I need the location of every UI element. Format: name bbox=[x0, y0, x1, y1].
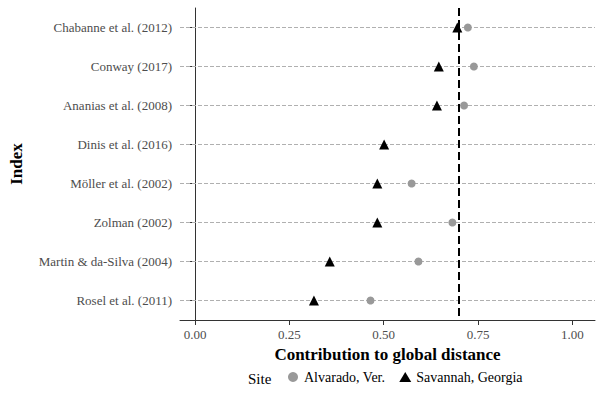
svg-text:Ananias et al. (2008): Ananias et al. (2008) bbox=[63, 98, 172, 113]
svg-text:0.75: 0.75 bbox=[467, 327, 490, 342]
svg-text:Alvarado, Ver.: Alvarado, Ver. bbox=[304, 370, 385, 385]
svg-text:Rosel et al. (2011): Rosel et al. (2011) bbox=[76, 293, 172, 308]
svg-text:Index: Index bbox=[7, 143, 26, 185]
svg-text:0.00: 0.00 bbox=[184, 327, 207, 342]
svg-text:Chabanne et al. (2012): Chabanne et al. (2012) bbox=[54, 20, 172, 35]
svg-text:Contribution to global distanc: Contribution to global distance bbox=[274, 345, 501, 364]
svg-text:1.00: 1.00 bbox=[561, 327, 584, 342]
svg-text:Conway (2017): Conway (2017) bbox=[91, 59, 172, 74]
svg-text:Martin & da-Silva (2004): Martin & da-Silva (2004) bbox=[39, 254, 172, 269]
svg-text:Möller et al. (2002): Möller et al. (2002) bbox=[70, 176, 172, 191]
svg-text:Site: Site bbox=[248, 371, 272, 387]
svg-text:Savannah, Georgia: Savannah, Georgia bbox=[416, 370, 523, 385]
svg-text:0.50: 0.50 bbox=[372, 327, 395, 342]
svg-text:0.25: 0.25 bbox=[278, 327, 301, 342]
svg-text:Dinis et al. (2016): Dinis et al. (2016) bbox=[77, 137, 172, 152]
svg-text:Zolman (2002): Zolman (2002) bbox=[94, 215, 172, 230]
